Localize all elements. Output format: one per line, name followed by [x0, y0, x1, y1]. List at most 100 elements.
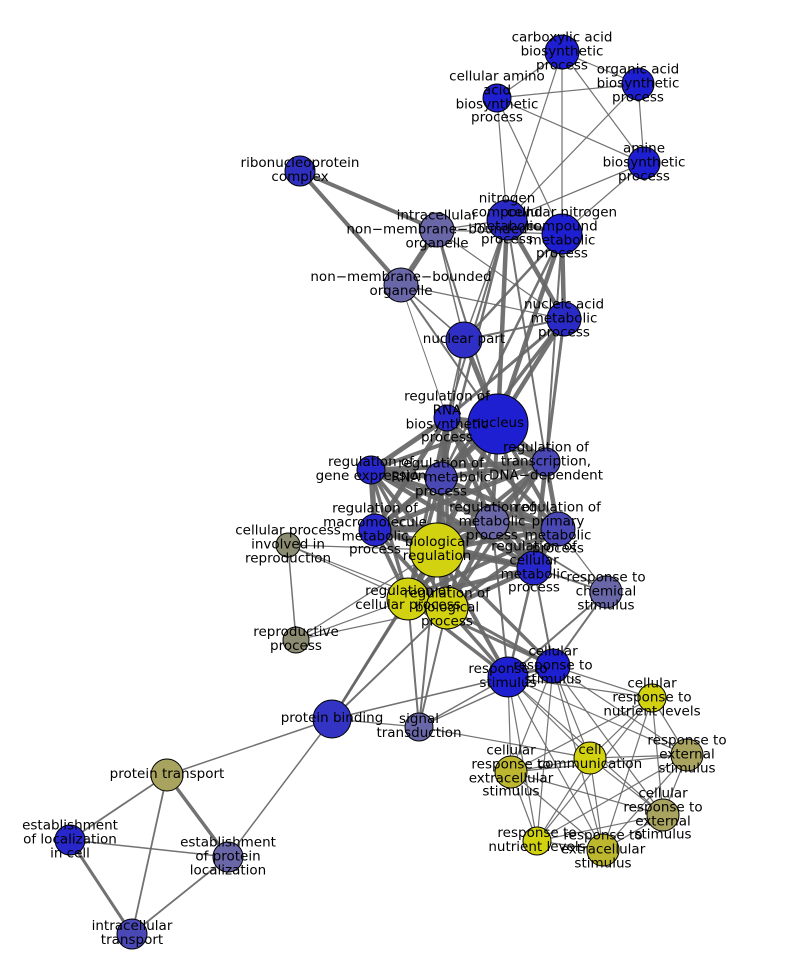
graph-node-cell_communication[interactable]: [573, 741, 607, 775]
graph-edge: [506, 162, 645, 221]
graph-node-cellular_response_to_extracellular_stimulus[interactable]: [494, 755, 528, 789]
graph-edge: [330, 597, 410, 721]
graph-node-cellular_response_to_nutrient_levels[interactable]: [637, 683, 667, 713]
graph-node-nitrogen_compound_metabolic_process[interactable]: [486, 199, 528, 241]
graph-edge: [491, 521, 607, 593]
graph-edge: [510, 771, 664, 816]
graph-edge: [510, 665, 554, 773]
graph-edge: [463, 219, 508, 341]
graph-node-amine_biosynthetic_process[interactable]: [627, 146, 661, 180]
graph-edge: [506, 51, 563, 221]
graph-node-signal_transduction[interactable]: [404, 712, 434, 742]
graph-edge: [418, 665, 554, 728]
graph-node-regulation_of_rna_metabolic_process[interactable]: [424, 461, 458, 495]
graph-edge: [510, 771, 604, 851]
graph-edge: [536, 754, 688, 842]
graph-edge: [496, 83, 639, 99]
edges-group: [68, 51, 688, 936]
graph-edge: [227, 718, 333, 858]
graph-edge: [507, 676, 653, 699]
graph-edge: [507, 676, 604, 851]
graph-node-establishment_of_localization_in_cell[interactable]: [54, 824, 86, 856]
graph-node-cellular_response_to_stimulus[interactable]: [535, 648, 571, 684]
graph-edge: [462, 232, 564, 342]
graph-node-response_to_external_stimulus[interactable]: [670, 738, 704, 772]
graph-node-regulation_of_gene_expression[interactable]: [356, 455, 386, 485]
graph-node-regulation_of_metabolic_process[interactable]: [474, 504, 510, 540]
graph-edge: [287, 544, 297, 641]
graph-node-response_to_nutrient_levels[interactable]: [522, 826, 552, 856]
graph-edge: [602, 754, 688, 851]
graph-node-ribonucleoprotein_complex[interactable]: [284, 155, 316, 187]
graph-node-regulation_of_rna_biosynthetic_process[interactable]: [433, 404, 461, 432]
graph-edge: [368, 467, 561, 532]
graph-edge: [400, 284, 565, 320]
graph-node-response_to_extracellular_stimulus[interactable]: [586, 833, 620, 867]
graph-node-nucleic_acid_metabolic_process[interactable]: [546, 301, 582, 337]
graph-edge: [298, 169, 439, 232]
graph-node-organic_acid_biosynthetic_process[interactable]: [621, 67, 655, 101]
graph-edge: [131, 774, 168, 935]
graph-node-nucleus[interactable]: [467, 393, 529, 455]
graph-edge: [495, 217, 510, 427]
graph-node-cellular_amino_acid_biosynthetic_process[interactable]: [482, 83, 512, 113]
graph-edge: [545, 233, 563, 463]
graph-edge: [400, 284, 448, 419]
graph-node-response_to_chemical_stimulus[interactable]: [589, 575, 623, 609]
graph-edge: [287, 544, 409, 600]
graph-edge: [131, 856, 229, 935]
graph-edge: [372, 526, 561, 533]
graph-edge: [496, 97, 645, 164]
graph-edge: [69, 839, 229, 858]
graph-edge: [496, 97, 563, 235]
graph-node-intracellular_transport[interactable]: [116, 918, 148, 950]
graph-edge: [552, 665, 688, 756]
graph-edge: [507, 591, 607, 678]
graph-node-carboxylic_acid_biosynthetic_process[interactable]: [544, 34, 580, 70]
graph-node-non_membrane_bounded_organelle[interactable]: [383, 267, 419, 303]
graph-node-regulation_of_transcription_dna_dependent[interactable]: [531, 447, 561, 477]
graph-node-response_to_stimulus[interactable]: [487, 656, 529, 698]
graph-node-cellular_process_involved_in_reproduction[interactable]: [275, 532, 301, 558]
graph-edge: [368, 459, 549, 473]
graph-edge: [166, 718, 333, 776]
graph-edge: [536, 814, 664, 842]
graph-edge: [295, 549, 438, 641]
graph-edge: [444, 415, 537, 571]
graph-edge: [506, 83, 639, 221]
graph-node-biological_regulation[interactable]: [409, 522, 465, 578]
graph-edge: [491, 521, 509, 678]
graph-node-intracellular_non_membrane_bounded_organelle[interactable]: [419, 212, 455, 248]
graph-edge: [561, 51, 645, 164]
graph-edge: [544, 317, 566, 464]
graph-edge: [165, 773, 230, 859]
graph-edge: [418, 726, 591, 759]
graph-edge: [331, 607, 448, 720]
graph-edge: [602, 697, 653, 851]
graph-node-protein_transport[interactable]: [150, 758, 184, 792]
graph-edge: [298, 169, 403, 287]
graph-edge: [531, 459, 549, 571]
graph-node-regulation_of_macromolecule_metabolic_process[interactable]: [358, 513, 392, 547]
graph-edge: [445, 527, 560, 610]
graph-node-reproductive_process[interactable]: [282, 626, 310, 654]
graph-edge: [436, 229, 565, 320]
graph-edge: [445, 317, 566, 420]
graph-edge: [69, 774, 168, 841]
graph-edge: [507, 676, 688, 756]
graph-edge: [510, 697, 653, 773]
graph-edge: [418, 549, 438, 728]
graph-node-regulation_of_cellular_process[interactable]: [386, 577, 430, 621]
graph-node-regulation_of_biological_process[interactable]: [425, 586, 469, 630]
graph-node-cellular_response_to_external_stimulus[interactable]: [646, 798, 680, 832]
graph-node-nuclear_part[interactable]: [445, 321, 483, 359]
graph-node-protein_binding[interactable]: [312, 699, 352, 739]
graph-edge: [331, 676, 509, 720]
graph-node-regulation_of_cellular_metabolic_process[interactable]: [516, 550, 552, 586]
graph-edge: [368, 415, 450, 473]
graph-node-establishment_of_protein_localization[interactable]: [212, 841, 244, 873]
graph-node-cellular_nitrogen_compound_metabolic_process[interactable]: [541, 213, 583, 255]
graph-node-regulation_of_primary_metabolic_process[interactable]: [540, 511, 576, 547]
